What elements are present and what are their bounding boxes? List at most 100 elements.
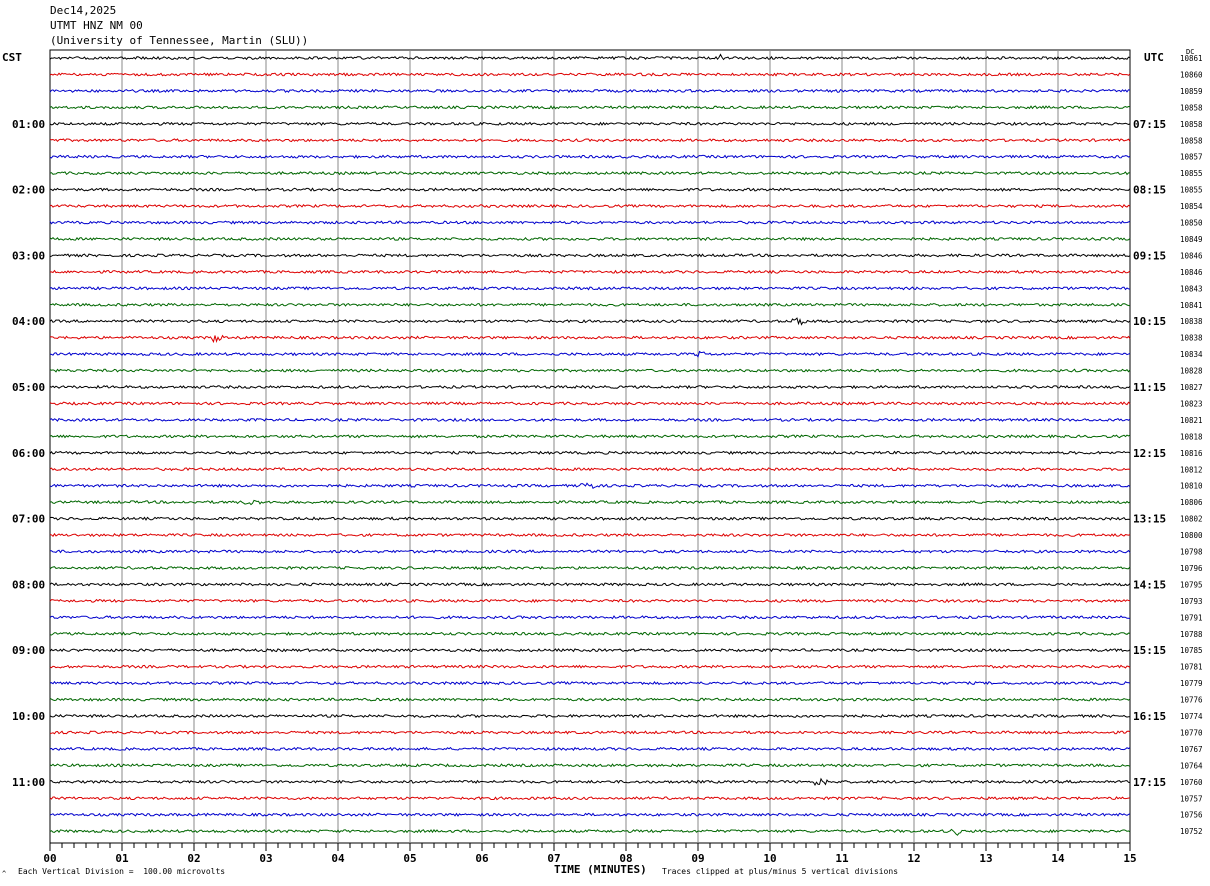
trace-line (49, 302, 1131, 307)
trace-line (49, 828, 1131, 836)
dc-value-label: 10861 (1180, 54, 1203, 63)
trace-line (49, 138, 1131, 143)
trace-line (49, 269, 1131, 275)
trace-line (49, 121, 1131, 126)
clip-note: Traces clipped at plus/minus 5 vertical … (662, 867, 899, 876)
dc-value-label: 10855 (1180, 169, 1203, 178)
dc-value-label: 10785 (1180, 646, 1203, 655)
x-tick-label: 08 (619, 852, 632, 865)
hour-label-cst: 09:00 (12, 644, 45, 657)
x-axis-title: TIME (MINUTES) (554, 863, 647, 876)
hour-label-utc: 17:15 (1133, 776, 1166, 789)
x-tick-label: 14 (1051, 852, 1065, 865)
hour-label-utc: 08:15 (1133, 184, 1166, 197)
trace-line (49, 203, 1131, 209)
hour-label-cst: 11:00 (12, 776, 45, 789)
dc-value-label: 10827 (1180, 383, 1203, 392)
dc-value-label: 10800 (1180, 531, 1203, 540)
hour-label-cst: 01:00 (12, 118, 45, 131)
dc-value-label: 10791 (1180, 613, 1203, 622)
trace-line (49, 549, 1131, 554)
hour-label-cst: 07:00 (12, 513, 45, 526)
trace-line (49, 350, 1131, 358)
trace-line (49, 532, 1131, 538)
x-tick-label: 09 (691, 852, 704, 865)
trace-line (49, 812, 1131, 817)
scale-note: Each Vertical Division = 100.00 microvol… (18, 867, 226, 876)
dc-value-label: 10802 (1180, 515, 1203, 524)
hour-label-utc: 11:15 (1133, 381, 1166, 394)
trace-line (49, 777, 1131, 787)
trace-line (49, 598, 1131, 604)
dc-value-label: 10859 (1180, 87, 1203, 96)
dc-value-label: 10806 (1180, 498, 1203, 507)
dc-value-label: 10857 (1180, 153, 1203, 162)
dc-value-label: 10841 (1180, 301, 1203, 310)
trace-line (49, 565, 1131, 571)
trace-line (49, 334, 1131, 344)
trace-line (49, 482, 1131, 490)
trace-line (49, 105, 1131, 110)
axis-labels: 00 01 02 03 04 05 06 07 08 09 10 11 12 13 14 15 10861 108… (12, 54, 1203, 865)
trace-line (49, 170, 1131, 176)
institution-label: (University of Tennessee, Martin (SLU)) (50, 34, 309, 47)
dc-value-label: 10774 (1180, 712, 1203, 721)
plot-frame (49, 49, 1131, 844)
trace-line (49, 746, 1131, 752)
dc-value-label: 10821 (1180, 416, 1203, 425)
trace-line (49, 664, 1131, 669)
trace-line (49, 730, 1131, 735)
dc-value-label: 10760 (1180, 778, 1203, 787)
hour-label-utc: 10:15 (1133, 315, 1166, 328)
hour-label-utc: 15:15 (1133, 644, 1166, 657)
trace-line (49, 317, 1131, 326)
dc-value-label: 10795 (1180, 580, 1203, 589)
trace-line (49, 697, 1131, 702)
trace-line (49, 401, 1131, 406)
dc-value-label: 10776 (1180, 696, 1203, 705)
hour-label-cst: 10:00 (12, 710, 45, 723)
trace-line (49, 236, 1131, 242)
trace-line (49, 88, 1131, 94)
dc-value-label: 10858 (1180, 120, 1203, 129)
footer-mark: ^ (2, 870, 7, 878)
trace-line (49, 220, 1131, 225)
x-tick-label: 01 (115, 852, 129, 865)
x-tick-label: 12 (907, 852, 920, 865)
trace-line (49, 253, 1131, 258)
trace-line (49, 434, 1131, 439)
trace-line (49, 286, 1131, 291)
trace-line (49, 796, 1131, 801)
x-tick-label: 07 (547, 852, 560, 865)
dc-value-label: 10834 (1180, 350, 1203, 359)
dc-value-label: 10796 (1180, 564, 1203, 573)
timezone-right-label: UTC (1144, 51, 1164, 64)
plot-grid (49, 49, 1131, 851)
trace-line (49, 647, 1131, 653)
trace-line (49, 72, 1131, 77)
hour-label-utc: 14:15 (1133, 578, 1166, 591)
trace-line (49, 680, 1131, 686)
trace-line (49, 368, 1131, 373)
trace-group (49, 53, 1131, 836)
trace-line (49, 53, 1131, 61)
dc-value-label: 10757 (1180, 794, 1203, 803)
dc-value-label: 10858 (1180, 103, 1203, 112)
dc-value-label: 10764 (1180, 761, 1203, 770)
dc-value-label: 10854 (1180, 202, 1203, 211)
hour-label-utc: 07:15 (1133, 118, 1166, 131)
dc-value-label: 10846 (1180, 251, 1203, 260)
dc-value-label: 10770 (1180, 728, 1203, 737)
dc-value-label: 10752 (1180, 827, 1203, 836)
trace-line (49, 516, 1131, 521)
trace-line (49, 450, 1131, 455)
station-label: UTMT HNZ NM 00 (50, 19, 143, 32)
hour-label-cst: 02:00 (12, 184, 45, 197)
dc-value-label: 10838 (1180, 334, 1203, 343)
trace-line (49, 384, 1131, 390)
trace-line (49, 631, 1131, 636)
trace-line (49, 467, 1131, 472)
dc-value-label: 10756 (1180, 811, 1203, 820)
x-tick-label: 06 (475, 852, 489, 865)
